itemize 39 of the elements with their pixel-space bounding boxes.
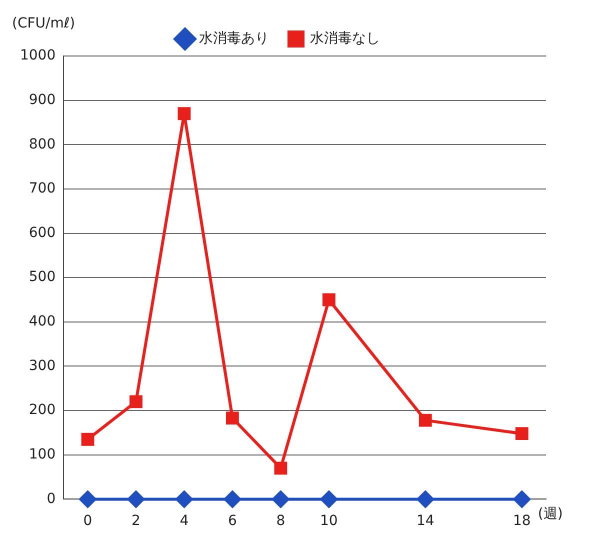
x-tick-label: 10 — [320, 513, 338, 530]
y-tick-label: 100 — [28, 446, 56, 463]
point — [418, 414, 432, 427]
y-axis-title: (CFU/mℓ) — [12, 16, 76, 32]
point — [272, 490, 290, 508]
x-tick-label: 8 — [276, 513, 286, 530]
point — [515, 427, 528, 440]
y-tick-label: 300 — [28, 358, 56, 374]
point — [79, 490, 96, 508]
x-tick-label: 2 — [132, 513, 140, 530]
point — [130, 395, 142, 408]
y-tick-label: 400 — [28, 314, 56, 330]
x-axis-title: (週) — [538, 506, 563, 522]
x-tick-label: 18 — [512, 513, 531, 530]
point — [226, 412, 239, 425]
point — [224, 490, 241, 508]
x-tick-label: 4 — [180, 513, 189, 530]
point — [416, 490, 434, 508]
y-tick-label: 1000 — [20, 48, 56, 64]
point — [513, 490, 530, 508]
y-tick-label: 900 — [28, 92, 56, 108]
x-tick-label: 0 — [83, 513, 92, 530]
y-tick-label: 600 — [28, 224, 56, 241]
point — [127, 490, 144, 508]
y-tick-label: 800 — [28, 136, 56, 152]
x-tick-label: 6 — [228, 513, 237, 530]
y-tick-label: 0 — [46, 490, 56, 507]
y-tick-label: 700 — [28, 180, 56, 197]
point — [178, 107, 191, 120]
y-tick-label: 500 — [28, 269, 56, 286]
point — [320, 490, 338, 508]
y-tick-label: 200 — [28, 402, 56, 418]
point — [274, 462, 288, 475]
legend-label: 水消毒あり — [199, 30, 269, 47]
legend-label: 水消毒なし — [310, 30, 380, 47]
point — [176, 490, 193, 508]
point — [322, 293, 336, 306]
x-tick-label: 14 — [416, 513, 434, 530]
point — [81, 432, 94, 446]
